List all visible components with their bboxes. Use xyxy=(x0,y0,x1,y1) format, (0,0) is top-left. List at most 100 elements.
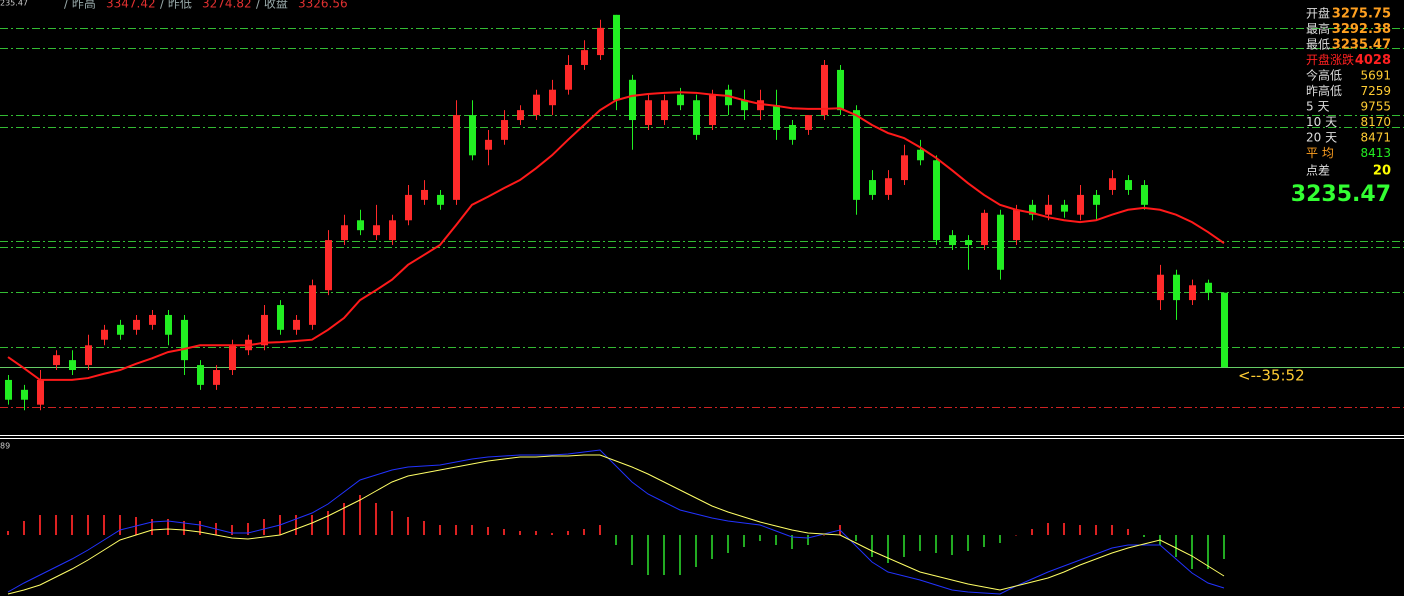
countdown: <--35:52 xyxy=(1238,367,1305,385)
quote-value: 4028 xyxy=(1355,53,1391,68)
macd-bar xyxy=(87,515,89,535)
candle-body xyxy=(1173,274,1180,301)
macd-bar xyxy=(39,515,41,535)
candle-body xyxy=(533,94,540,116)
macd-bar xyxy=(103,515,105,535)
candle-body xyxy=(165,314,172,335)
macd-bar xyxy=(855,535,857,541)
quote-label: 开盘涨跌 xyxy=(1306,52,1354,67)
macd-bar xyxy=(679,535,681,575)
candle-body xyxy=(421,189,428,200)
quote-value: 3235.47 xyxy=(1332,38,1391,53)
macd-bar xyxy=(1223,535,1225,559)
macd-bar xyxy=(759,535,761,541)
macd-bar xyxy=(247,523,249,535)
candle-body xyxy=(149,314,156,325)
candle-body xyxy=(837,69,844,111)
quote-value: 7259 xyxy=(1360,84,1391,98)
macd-bar xyxy=(1191,535,1193,569)
quote-value: 9755 xyxy=(1360,100,1391,114)
header-value: 3326.56 xyxy=(298,0,348,11)
macd-bar xyxy=(695,535,697,567)
macd-bar xyxy=(1031,529,1033,535)
macd-bar xyxy=(791,535,793,549)
candle-body xyxy=(613,14,620,101)
candle-body xyxy=(757,100,764,111)
candle-body xyxy=(181,319,188,361)
moving-average xyxy=(7,91,1225,381)
header-value: 3274.82 xyxy=(202,0,252,11)
candle-body xyxy=(37,379,44,405)
macd-bar xyxy=(471,525,473,535)
candle-body xyxy=(821,64,828,116)
candle-body xyxy=(1221,292,1228,368)
macd-dif-line xyxy=(7,449,1225,595)
quote-value: 8413 xyxy=(1360,146,1391,160)
quote-label: 昨高低 xyxy=(1306,83,1342,98)
candle-body xyxy=(1077,194,1084,215)
quote-label: 20 天 xyxy=(1306,131,1337,145)
candle-body xyxy=(1061,204,1068,212)
candle-body xyxy=(1205,282,1212,293)
macd-bar xyxy=(183,521,185,535)
macd-bar xyxy=(423,521,425,535)
quote-label: 最高 xyxy=(1306,21,1330,36)
candle-body xyxy=(357,220,364,231)
macd-bar xyxy=(167,519,169,535)
macd-bar xyxy=(503,529,505,535)
macd-bar xyxy=(967,535,969,551)
candle-body xyxy=(805,115,812,130)
candle-body xyxy=(901,155,908,181)
candle-body xyxy=(741,100,748,111)
macd-bar xyxy=(487,527,489,535)
candle-body xyxy=(325,240,332,291)
candle-body xyxy=(885,178,892,195)
quote-value: 8471 xyxy=(1360,131,1391,145)
macd-bar xyxy=(7,531,9,535)
candle-body xyxy=(277,305,284,330)
macd-dea-line xyxy=(7,454,1225,595)
candle-body xyxy=(1189,285,1196,301)
candle-body xyxy=(629,79,636,121)
macd-bar xyxy=(775,535,777,545)
macd-bar xyxy=(711,535,713,559)
quote-label: 10 天 xyxy=(1306,115,1337,129)
candle-body xyxy=(373,225,380,236)
candle-body xyxy=(565,64,572,90)
quote-label: 开盘 xyxy=(1306,6,1330,21)
macd-bar xyxy=(327,511,329,535)
macd-bar xyxy=(359,495,361,535)
candle-body xyxy=(997,214,1004,270)
macd-bar xyxy=(343,503,345,535)
candle-body xyxy=(69,360,76,371)
candle-body xyxy=(229,345,236,371)
candle-body xyxy=(581,50,588,65)
last-price: 3235.47 xyxy=(1291,182,1391,207)
candle-body xyxy=(709,94,716,125)
candle-body xyxy=(261,314,268,346)
macd-bar xyxy=(375,503,377,535)
candle-body xyxy=(1093,194,1100,205)
candle-body xyxy=(693,100,700,135)
header-label: / 收盘 xyxy=(256,0,288,11)
quote-label: 平 均 xyxy=(1306,146,1334,160)
macd-bar xyxy=(1111,525,1113,535)
macd-label: 89 xyxy=(0,442,10,451)
macd-bar xyxy=(999,535,1001,543)
macd-bar xyxy=(1079,525,1081,535)
header-label: / 昨低 xyxy=(160,0,192,11)
macd-bar xyxy=(807,535,809,545)
macd-bar xyxy=(71,515,73,535)
macd-bar xyxy=(1207,535,1209,569)
macd-bar xyxy=(199,521,201,535)
macd-bar xyxy=(615,535,617,545)
candle-body xyxy=(293,319,300,330)
header-value: 3347.42 xyxy=(106,0,156,11)
candle-body xyxy=(389,220,396,241)
macd-bar xyxy=(1063,523,1065,535)
candle-body xyxy=(1141,185,1148,205)
candle-body xyxy=(725,89,732,106)
candle-body xyxy=(341,225,348,241)
macd-bar xyxy=(151,519,153,535)
